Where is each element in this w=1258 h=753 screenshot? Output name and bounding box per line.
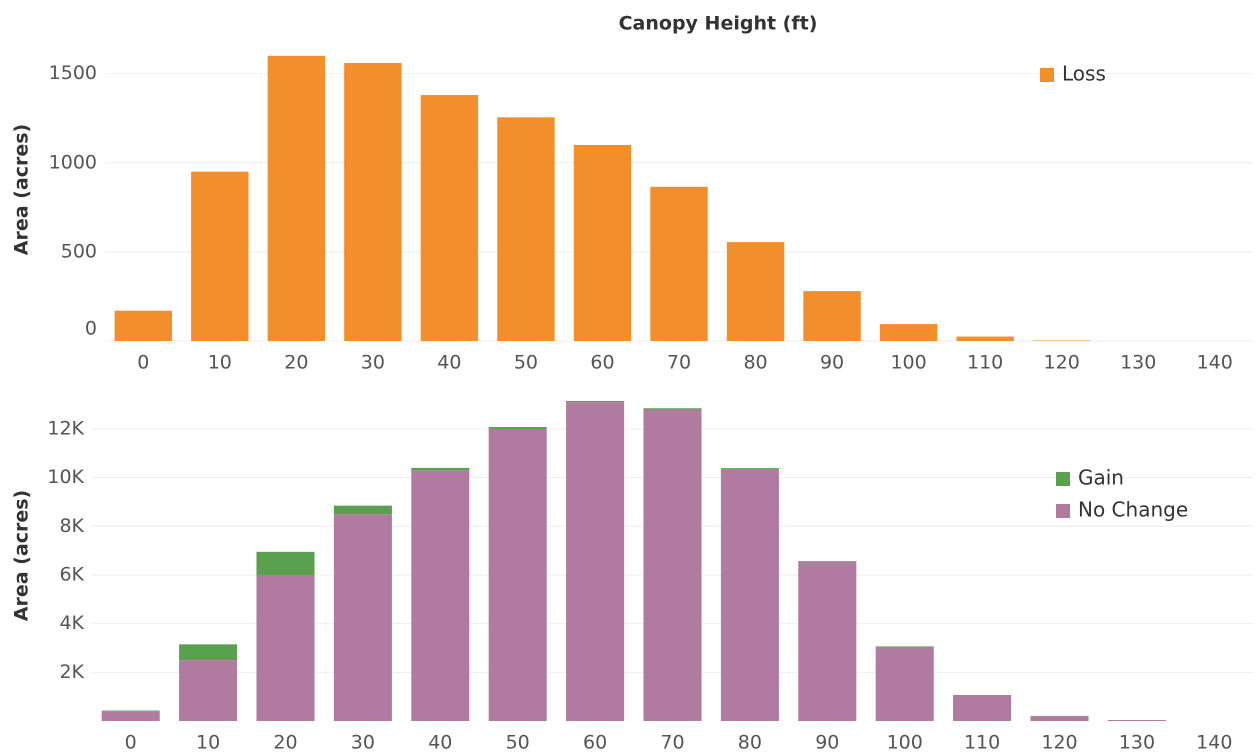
x-tick-label: 10 — [196, 732, 220, 753]
x-tick-label: 0 — [125, 732, 137, 753]
bar — [488, 428, 547, 721]
bar — [953, 695, 1012, 721]
bar — [650, 186, 708, 341]
x-tick-label: 130 — [1120, 352, 1156, 374]
y-axis-title: Area (acres) — [11, 490, 33, 621]
bar — [488, 426, 547, 429]
y-tick-label: 1000 — [49, 151, 97, 173]
y-tick-label: 8K — [59, 515, 84, 537]
x-tick-label: 130 — [1119, 732, 1155, 753]
bar — [411, 467, 470, 471]
legend-label: No Change — [1078, 498, 1188, 522]
legend-swatch — [1056, 504, 1070, 518]
bar — [879, 324, 938, 341]
x-tick-label: 100 — [887, 732, 923, 753]
x-tick-label: 90 — [815, 732, 839, 753]
y-tick-label: 6K — [59, 563, 84, 585]
x-tick-label: 40 — [437, 352, 461, 374]
x-tick-label: 80 — [738, 732, 762, 753]
bar — [875, 646, 934, 721]
x-tick-label: 20 — [284, 352, 308, 374]
x-tick-label: 50 — [506, 732, 530, 753]
bar — [573, 144, 632, 341]
y-tick-label: 4K — [59, 612, 84, 634]
bar — [643, 409, 702, 721]
x-tick-label: 40 — [428, 732, 452, 753]
y-tick-label: 2K — [59, 661, 84, 683]
bar — [803, 291, 861, 341]
x-tick-label: 60 — [590, 352, 614, 374]
bar — [956, 336, 1014, 341]
bar — [1030, 716, 1089, 721]
bar — [643, 408, 702, 410]
y-tick-label: 10K — [47, 466, 84, 488]
x-tick-label: 60 — [583, 732, 607, 753]
x-tick-label: 110 — [967, 352, 1003, 374]
x-tick-label: 120 — [1044, 352, 1080, 374]
x-tick-label: 50 — [514, 352, 538, 374]
bar — [101, 710, 160, 712]
y-tick-label: 500 — [61, 240, 97, 262]
x-tick-label: 10 — [208, 352, 232, 374]
bar — [256, 551, 315, 575]
bar — [1107, 720, 1166, 721]
bar — [114, 310, 172, 341]
bar — [267, 55, 326, 342]
x-tick-label: 90 — [820, 352, 844, 374]
bar — [497, 117, 555, 342]
x-tick-label: 70 — [667, 352, 691, 374]
bar — [344, 62, 402, 341]
x-tick-label: 120 — [1041, 732, 1077, 753]
bar — [179, 644, 238, 661]
bar — [333, 514, 392, 721]
x-tick-label: 0 — [137, 352, 149, 374]
bar — [333, 505, 392, 515]
y-tick-label: 1500 — [49, 62, 97, 84]
y-axis-title: Area (acres) — [11, 124, 33, 255]
legend-swatch — [1056, 472, 1070, 486]
x-tick-label: 80 — [743, 352, 767, 374]
x-tick-label: 100 — [890, 352, 926, 374]
bar — [1032, 340, 1091, 341]
x-tick-label: 30 — [361, 352, 385, 374]
bar — [798, 561, 857, 721]
bar — [566, 400, 625, 403]
bar — [726, 242, 785, 341]
x-tick-label: 110 — [964, 732, 1000, 753]
x-tick-label: 30 — [351, 732, 375, 753]
bar — [256, 574, 315, 721]
bar — [191, 171, 249, 341]
x-tick-label: 20 — [273, 732, 297, 753]
legend-swatch — [1040, 68, 1054, 82]
x-tick-label: 70 — [660, 732, 684, 753]
legend-label: Gain — [1078, 466, 1124, 490]
bar — [420, 95, 479, 341]
bar — [179, 660, 238, 721]
bar — [411, 470, 470, 721]
x-tick-label: 140 — [1196, 732, 1232, 753]
x-tick-label: 140 — [1197, 352, 1233, 374]
legend-label: Loss — [1062, 62, 1106, 86]
bar — [720, 469, 779, 721]
y-tick-label: 12K — [47, 417, 84, 439]
bar — [720, 468, 779, 470]
y-tick-label: 0 — [85, 318, 97, 340]
chart-title: Canopy Height (ft) — [619, 13, 818, 35]
bar — [566, 402, 625, 721]
bar — [101, 711, 160, 721]
